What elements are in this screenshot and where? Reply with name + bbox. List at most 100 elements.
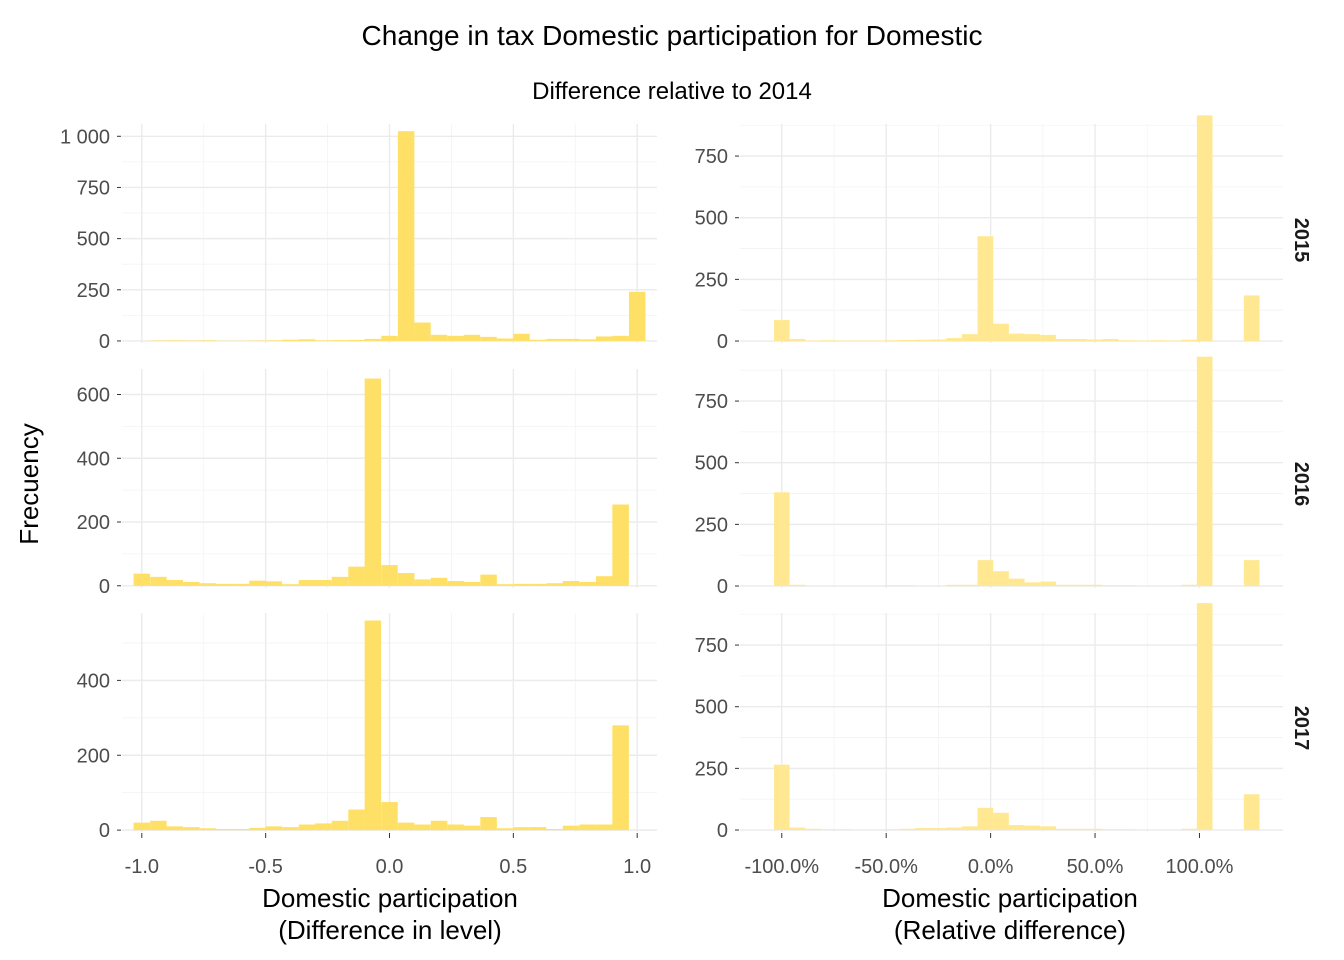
y-tick-label: 750	[695, 146, 728, 168]
histogram-bar	[381, 565, 398, 586]
panel-relative-2017: 0 250 500 750 -100.0% -50.0% 0.0% 50.0% 100.0%	[695, 603, 1283, 878]
histogram-bar	[789, 827, 806, 831]
histogram-bar	[579, 339, 596, 341]
histogram-bar	[298, 339, 316, 341]
histogram-bar	[1243, 794, 1260, 831]
histogram-bar	[315, 580, 332, 586]
histogram-bar	[805, 828, 821, 831]
histogram-bar	[836, 829, 853, 831]
histogram-bar	[480, 574, 497, 586]
histogram-bar	[150, 576, 167, 586]
histogram-bar	[364, 620, 382, 831]
histogram-bar	[946, 338, 962, 342]
histogram-bar	[946, 584, 962, 587]
histogram-bar	[1055, 828, 1072, 831]
x-tick-label: 50.0%	[1067, 856, 1124, 878]
histogram-bar	[480, 336, 497, 341]
histogram-bar	[150, 820, 167, 831]
chart-panels: 0 250 500 750 1 000 0 250 500 750 0 200 400 600 0 250 5…	[60, 115, 1283, 878]
histogram-bar	[1087, 584, 1103, 587]
histogram-bar	[977, 560, 994, 587]
y-axis-title: Frecuency	[14, 423, 44, 544]
histogram-bar	[249, 580, 266, 586]
histogram-bar	[1024, 582, 1041, 587]
histogram-bar	[977, 236, 994, 342]
histogram-bar	[199, 828, 217, 831]
histogram-bar	[331, 820, 349, 831]
histogram-bar	[529, 339, 547, 341]
y-tick-label: 200	[77, 512, 110, 534]
y-tick-label: 500	[695, 697, 728, 719]
facet-strip-2016: 2016	[1290, 462, 1312, 507]
histogram-bar	[773, 320, 790, 342]
x-tick-label: 1.0	[623, 856, 651, 878]
histogram-bar	[546, 583, 563, 586]
y-tick-label: 0	[717, 820, 728, 842]
histogram-bar	[265, 581, 283, 586]
histogram-bar	[183, 827, 200, 831]
y-tick-label: 250	[77, 280, 110, 302]
histogram-bar	[1181, 339, 1197, 342]
y-tick-label: 250	[695, 514, 728, 536]
panel-relative-2015: 0 250 500 750	[695, 115, 1283, 353]
y-tick-label: 0	[717, 576, 728, 598]
histogram-bar	[529, 583, 547, 586]
histogram-bar	[773, 764, 790, 831]
histogram-bar	[1040, 334, 1056, 342]
histogram-bar	[199, 583, 217, 586]
histogram-bar	[961, 584, 978, 587]
histogram-bar	[133, 573, 151, 586]
histogram-bar	[430, 820, 448, 831]
histogram-bar	[930, 339, 947, 342]
histogram-bar	[1181, 584, 1197, 587]
x-tick-label: -1.0	[125, 856, 159, 878]
y-tick-label: 250	[695, 269, 728, 291]
histogram-bar	[166, 826, 184, 831]
histogram-bar	[298, 824, 316, 831]
histogram-bar	[914, 339, 931, 342]
y-tick-label: 600	[77, 385, 110, 407]
histogram-bar	[1008, 578, 1025, 587]
y-tick-label: 750	[695, 391, 728, 413]
histogram-bar	[381, 802, 398, 831]
y-tick-label: 0	[717, 331, 728, 353]
histogram-bar	[1102, 829, 1119, 831]
histogram-bar	[282, 827, 299, 831]
y-tick-label: 250	[695, 758, 728, 780]
histogram-bar	[331, 576, 349, 586]
histogram-bar	[166, 340, 184, 341]
histogram-bar	[1118, 829, 1135, 831]
histogram-bar	[1040, 581, 1056, 587]
histogram-bar	[595, 824, 613, 831]
histogram-bar	[298, 580, 316, 586]
y-tick-label: 750	[695, 635, 728, 657]
histogram-bar	[562, 580, 580, 586]
histogram-bar	[595, 336, 613, 341]
histogram-bar	[789, 339, 806, 342]
y-tick-label: 0	[99, 331, 110, 353]
histogram-bar	[914, 828, 931, 831]
histogram-bar	[961, 334, 978, 342]
facet-strip-2017: 2017	[1290, 706, 1312, 751]
histogram-bar	[1071, 584, 1088, 587]
y-tick-label: 0	[99, 820, 110, 842]
histogram-bar	[216, 829, 233, 831]
histogram-bar	[946, 827, 962, 831]
histogram-bar	[546, 829, 563, 831]
y-tick-label: 1 000	[60, 126, 110, 148]
histogram-bar	[513, 333, 530, 341]
y-tick-label: 200	[77, 745, 110, 767]
x-axis-title-left-line2: (Difference in level)	[278, 915, 502, 945]
histogram-bar	[199, 340, 217, 341]
x-axis-title-right-line1: Domestic participation	[882, 883, 1138, 913]
histogram-bar	[899, 340, 915, 342]
histogram-bar	[315, 340, 332, 341]
histogram-bar	[447, 580, 464, 586]
histogram-bar	[315, 823, 332, 831]
histogram-bar	[414, 579, 431, 586]
histogram-bar	[447, 824, 464, 831]
histogram-bar	[447, 335, 464, 341]
y-tick-label: 0	[99, 576, 110, 598]
x-axis-title-left-line1: Domestic participation	[262, 883, 518, 913]
